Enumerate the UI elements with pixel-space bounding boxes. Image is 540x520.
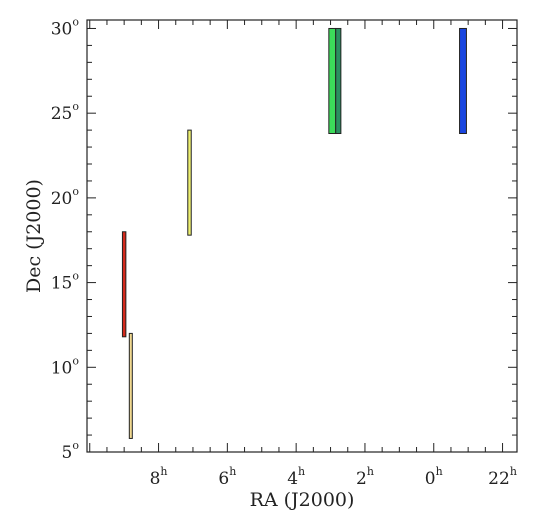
- y-tick-label: 5o: [62, 439, 80, 463]
- x-tick-label: 4h: [287, 465, 305, 489]
- y-tick-label: 10o: [51, 354, 80, 378]
- y-tick-label: 15o: [51, 270, 80, 294]
- coverage-region-5: [335, 27, 342, 135]
- coverage-region-1: [121, 231, 127, 338]
- coverage-region-6: [459, 27, 467, 135]
- x-tick-label: 2h: [356, 465, 374, 489]
- coverage-region-3: [187, 129, 192, 236]
- x-tick-label: 22h: [488, 465, 517, 489]
- x-tick-label: 8h: [150, 465, 168, 489]
- coverage-region-2: [128, 332, 133, 439]
- plot-frame: [86, 19, 518, 453]
- y-tick-label: 30o: [51, 15, 80, 39]
- coverage-region-4: [328, 27, 337, 135]
- y-tick-label: 20o: [51, 185, 80, 209]
- x-tick-label: 0h: [425, 465, 443, 489]
- x-axis-label: RA (J2000): [250, 489, 355, 511]
- x-tick-labels: 8h 6h 4h 2h 0h 22h: [150, 465, 517, 489]
- y-tick-label: 25o: [51, 100, 80, 124]
- regions-layer: [121, 27, 467, 439]
- y-axis-label: Dec (J2000): [23, 179, 45, 293]
- y-tick-labels: 5o 10o 15o 20o 25o 30o: [51, 15, 80, 463]
- ticks-layer: [87, 20, 517, 453]
- x-tick-label: 6h: [218, 465, 236, 489]
